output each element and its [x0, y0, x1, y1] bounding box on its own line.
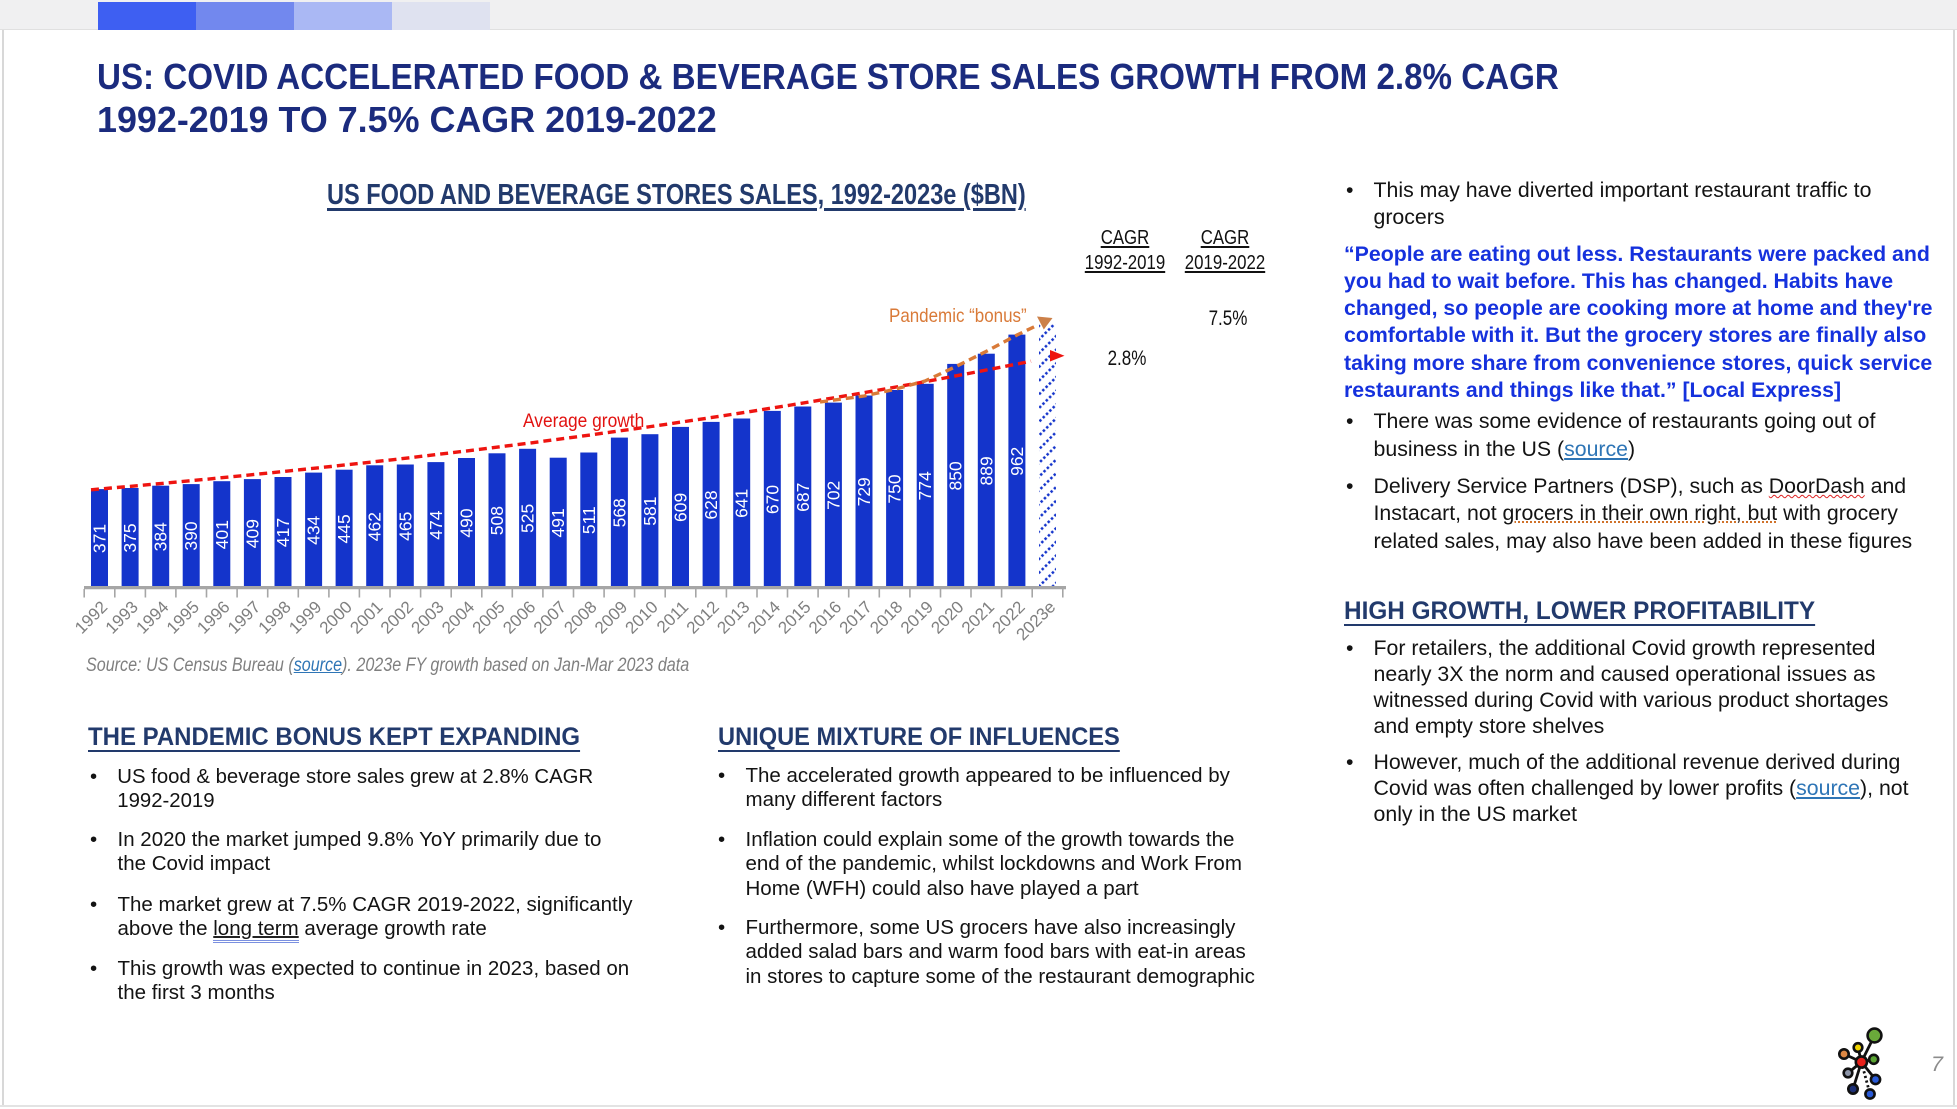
- svg-text:702: 702: [823, 481, 843, 510]
- svg-text:1997: 1997: [224, 597, 264, 637]
- svg-text:670: 670: [762, 485, 782, 514]
- svg-text:525: 525: [518, 504, 538, 533]
- svg-text:2004: 2004: [438, 597, 478, 637]
- svg-text:962: 962: [1007, 447, 1027, 476]
- svg-text:2001: 2001: [346, 597, 386, 637]
- svg-text:2019: 2019: [897, 597, 937, 637]
- svg-text:474: 474: [426, 510, 446, 539]
- svg-text:2018: 2018: [866, 597, 906, 637]
- svg-text:2003: 2003: [408, 597, 448, 637]
- svg-text:2014: 2014: [744, 597, 784, 637]
- svg-text:390: 390: [181, 521, 201, 550]
- svg-text:2002: 2002: [377, 597, 417, 637]
- svg-text:384: 384: [151, 522, 171, 551]
- svg-text:2007: 2007: [530, 597, 570, 637]
- svg-text:1996: 1996: [193, 597, 233, 637]
- svg-text:2012: 2012: [683, 597, 723, 637]
- svg-text:2010: 2010: [622, 597, 662, 637]
- svg-text:687: 687: [793, 483, 813, 512]
- svg-text:375: 375: [120, 523, 140, 552]
- svg-text:609: 609: [671, 493, 691, 522]
- svg-text:417: 417: [273, 518, 293, 547]
- svg-text:2008: 2008: [560, 597, 600, 637]
- svg-text:465: 465: [395, 512, 415, 541]
- svg-text:774: 774: [915, 471, 935, 500]
- svg-text:568: 568: [609, 498, 629, 527]
- svg-text:628: 628: [701, 490, 721, 519]
- svg-text:2020: 2020: [927, 597, 967, 637]
- svg-text:2017: 2017: [836, 597, 876, 637]
- svg-text:371: 371: [90, 524, 110, 553]
- svg-text:850: 850: [946, 461, 966, 490]
- svg-text:445: 445: [334, 514, 354, 543]
- svg-text:2005: 2005: [469, 597, 509, 637]
- svg-text:2000: 2000: [316, 597, 356, 637]
- svg-text:1998: 1998: [255, 597, 295, 637]
- svg-text:490: 490: [457, 508, 477, 537]
- svg-text:434: 434: [304, 515, 324, 544]
- svg-text:750: 750: [885, 474, 905, 503]
- svg-text:2021: 2021: [958, 597, 998, 637]
- svg-text:2009: 2009: [591, 597, 631, 637]
- svg-text:462: 462: [365, 512, 385, 541]
- svg-text:1993: 1993: [102, 597, 142, 637]
- svg-text:1999: 1999: [285, 597, 325, 637]
- svg-text:409: 409: [242, 519, 262, 548]
- svg-text:581: 581: [640, 496, 660, 525]
- svg-text:508: 508: [487, 506, 507, 535]
- svg-text:491: 491: [548, 508, 568, 537]
- svg-text:2013: 2013: [713, 597, 753, 637]
- svg-text:2016: 2016: [805, 597, 845, 637]
- svg-text:2015: 2015: [774, 597, 814, 637]
- svg-text:2011: 2011: [653, 597, 692, 636]
- svg-text:729: 729: [854, 477, 874, 506]
- svg-text:889: 889: [976, 456, 996, 485]
- svg-text:641: 641: [732, 489, 752, 518]
- svg-text:1994: 1994: [132, 597, 172, 637]
- svg-text:1995: 1995: [163, 597, 203, 637]
- svg-text:2006: 2006: [499, 597, 539, 637]
- svg-text:511: 511: [579, 506, 599, 534]
- svg-text:401: 401: [212, 520, 232, 549]
- svg-text:1992: 1992: [71, 597, 111, 637]
